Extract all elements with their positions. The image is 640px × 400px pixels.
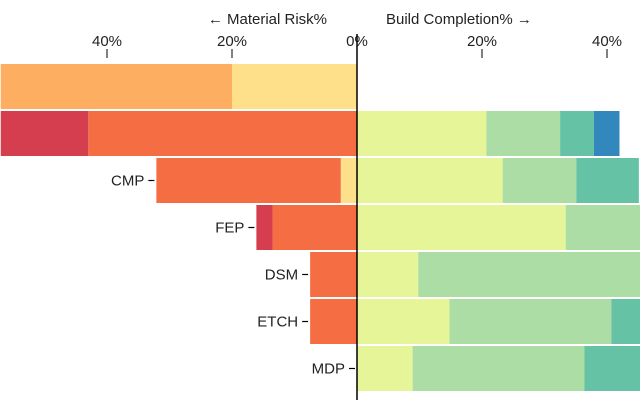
left-bar-segment xyxy=(256,205,273,250)
right-bar-segment xyxy=(357,346,413,391)
left-bar-segment xyxy=(310,299,357,344)
left-axis-title: ← Material Risk% xyxy=(208,11,327,28)
right-bar-segment xyxy=(418,252,640,297)
category-label: ETCH xyxy=(257,314,298,331)
category-label: FEP xyxy=(215,220,244,237)
right-axis-title: Build Completion% → xyxy=(386,11,532,28)
left-bar-segment xyxy=(310,252,357,297)
right-bar-segment xyxy=(357,299,450,344)
left-bar-segment xyxy=(88,111,357,156)
right-bar-segment xyxy=(357,205,566,250)
right-bar-segment xyxy=(357,158,503,203)
left-bar-segment xyxy=(232,64,357,109)
category-label: MDP xyxy=(312,361,345,378)
right-bar-segment xyxy=(593,111,620,156)
right-bar-segment xyxy=(412,346,585,391)
right-bar-segment xyxy=(502,158,577,203)
right-bar-segment xyxy=(565,205,640,250)
left-bar-segment xyxy=(0,64,232,109)
right-bar-segment xyxy=(584,346,640,391)
category-label: CMP xyxy=(111,173,144,190)
category-label: DSM xyxy=(265,267,298,284)
left-tick-label: 40% xyxy=(92,33,122,50)
right-bar-segment xyxy=(576,158,639,203)
left-bar-segment xyxy=(156,158,341,203)
right-tick-label: 40% xyxy=(592,33,622,50)
right-bar-segment xyxy=(357,111,487,156)
left-bar-segment xyxy=(272,205,357,250)
category-labels: CMP FEP DSM ETCH MDP xyxy=(111,173,355,378)
left-bar-segment xyxy=(0,111,89,156)
axis-ticks: 40% 20% 0% 20% 40% xyxy=(92,33,622,58)
right-bar-segment xyxy=(611,299,640,344)
right-bar-segment xyxy=(449,299,612,344)
right-tick-label: 20% xyxy=(467,33,497,50)
left-bar-segment xyxy=(340,158,357,203)
bars xyxy=(0,64,640,391)
right-bar-segment xyxy=(357,252,419,297)
right-bar-segment xyxy=(486,111,561,156)
left-tick-label: 20% xyxy=(217,33,247,50)
right-bar-segment xyxy=(560,111,594,156)
